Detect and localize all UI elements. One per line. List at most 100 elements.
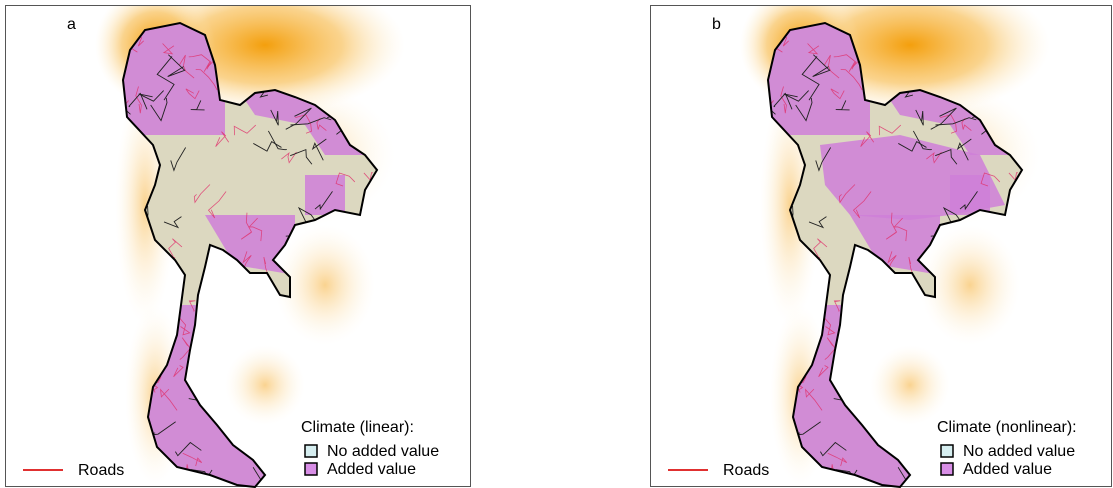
- road: [827, 452, 848, 467]
- legend-swatch: [304, 444, 318, 458]
- road: [179, 54, 195, 79]
- road: [188, 300, 196, 312]
- legend-title: Climate (linear):: [301, 419, 414, 436]
- road: [215, 131, 230, 147]
- road: [780, 86, 787, 114]
- road: [805, 388, 823, 411]
- district-boundary: [190, 100, 205, 111]
- district-boundary: [835, 100, 850, 111]
- district-boundary: [915, 109, 924, 126]
- district-boundary: [815, 147, 832, 172]
- district-boundary: [773, 92, 793, 110]
- district-boundary: [959, 191, 978, 211]
- district-boundary: [935, 117, 977, 126]
- road: [173, 365, 184, 378]
- district-boundary: [930, 107, 957, 130]
- road: [940, 114, 957, 134]
- legend-label: No added value: [963, 443, 1075, 460]
- district-boundary: [174, 441, 202, 457]
- district-boundary: [942, 206, 961, 226]
- map-panel: b Roads Climate (nonlinear): No added value…: [650, 5, 1112, 488]
- road: [893, 217, 908, 242]
- road: [878, 124, 902, 136]
- road: [830, 88, 845, 100]
- road: [838, 184, 856, 204]
- road: [233, 124, 257, 136]
- district-boundary: [898, 141, 927, 152]
- road: [885, 212, 897, 240]
- roads-legend-label: Roads: [723, 462, 769, 479]
- road: [926, 151, 942, 164]
- road: [182, 452, 203, 467]
- district-boundary: [170, 147, 187, 172]
- country-outline: [121, 21, 379, 488]
- road: [980, 172, 1001, 187]
- district-boundary: [163, 216, 182, 229]
- road: [860, 131, 875, 147]
- road: [833, 54, 857, 70]
- district-boundary: [253, 141, 282, 152]
- roads-legend-label: Roads: [78, 462, 124, 479]
- climate-shading: [920, 225, 1020, 345]
- road: [240, 212, 252, 240]
- road: [824, 54, 840, 79]
- district-boundary: [128, 92, 148, 110]
- legend-swatch: [304, 462, 318, 476]
- district-boundary: [956, 138, 972, 161]
- district-boundary: [912, 130, 932, 151]
- road: [188, 54, 212, 70]
- road: [207, 191, 227, 219]
- legend-title: Climate (nonlinear):: [937, 419, 1077, 436]
- road: [961, 117, 972, 131]
- road: [818, 365, 829, 378]
- district-boundary: [156, 56, 175, 101]
- road: [185, 88, 200, 100]
- road: [168, 238, 183, 257]
- climate-shading: [870, 345, 950, 425]
- road: [193, 184, 211, 204]
- road: [813, 238, 828, 257]
- legend-label: No added value: [327, 443, 439, 460]
- added-value-region: [305, 175, 345, 215]
- road: [821, 314, 836, 336]
- district-boundary: [167, 54, 186, 77]
- road: [176, 314, 191, 336]
- district-boundary: [138, 90, 164, 102]
- road: [316, 117, 327, 131]
- district-boundary: [267, 130, 287, 151]
- district-boundary: [812, 54, 831, 77]
- district-boundary: [290, 117, 332, 126]
- district-boundary: [311, 138, 327, 161]
- road: [248, 217, 263, 242]
- district-boundary: [808, 216, 827, 229]
- road: [160, 388, 178, 411]
- panel-label: a: [67, 16, 76, 33]
- road: [241, 251, 252, 272]
- district-boundary: [795, 97, 813, 122]
- district-boundary: [935, 148, 958, 165]
- road: [807, 43, 820, 55]
- road: [886, 251, 897, 272]
- legend-label: Added value: [963, 461, 1052, 478]
- district-boundary: [297, 206, 316, 226]
- country-outline: [766, 21, 1024, 488]
- road: [195, 69, 218, 91]
- road: [162, 43, 175, 55]
- district-boundary: [314, 191, 333, 211]
- legend-label: Added value: [327, 461, 416, 478]
- road: [295, 114, 312, 134]
- road: [840, 69, 863, 91]
- district-boundary: [783, 90, 809, 102]
- district-boundary: [270, 109, 279, 126]
- district-boundary: [290, 148, 313, 165]
- road: [123, 47, 138, 57]
- added-value-region: [820, 135, 1005, 220]
- road: [281, 151, 297, 164]
- road: [135, 86, 142, 114]
- legend-swatch: [940, 444, 954, 458]
- district-boundary: [819, 441, 847, 457]
- road: [833, 300, 841, 312]
- legend-swatch: [940, 462, 954, 476]
- district-boundary: [285, 107, 312, 130]
